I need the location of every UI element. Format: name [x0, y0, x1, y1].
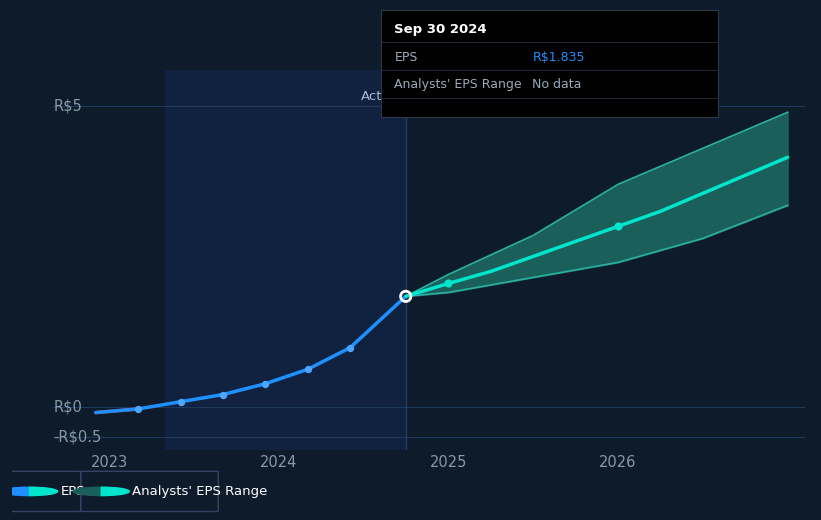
Point	[399, 292, 412, 301]
Text: Analysts' EPS Range: Analysts' EPS Range	[394, 77, 522, 90]
Text: EPS: EPS	[61, 485, 85, 498]
Bar	[165, 70, 406, 450]
Wedge shape	[2, 487, 30, 496]
Wedge shape	[101, 487, 130, 496]
Text: Actual: Actual	[360, 90, 402, 103]
Wedge shape	[30, 487, 57, 496]
Point	[217, 391, 230, 399]
Wedge shape	[73, 487, 101, 496]
Text: -R$0.5: -R$0.5	[53, 429, 102, 444]
Point	[612, 222, 625, 230]
Point	[301, 365, 314, 373]
Text: Sep 30 2024: Sep 30 2024	[394, 23, 487, 36]
Text: EPS: EPS	[394, 51, 418, 64]
Point	[442, 279, 455, 288]
Point	[343, 344, 356, 352]
Point	[131, 405, 144, 413]
FancyBboxPatch shape	[9, 471, 81, 512]
Text: Analysts Forecasts: Analysts Forecasts	[412, 90, 536, 103]
FancyBboxPatch shape	[81, 471, 218, 512]
Text: R$1.835: R$1.835	[533, 51, 585, 64]
Text: No data: No data	[533, 77, 582, 90]
Text: Analysts' EPS Range: Analysts' EPS Range	[132, 485, 268, 498]
Text: R$5: R$5	[53, 99, 82, 114]
Point	[259, 380, 272, 388]
Text: R$0: R$0	[53, 399, 82, 414]
Point	[174, 398, 187, 406]
